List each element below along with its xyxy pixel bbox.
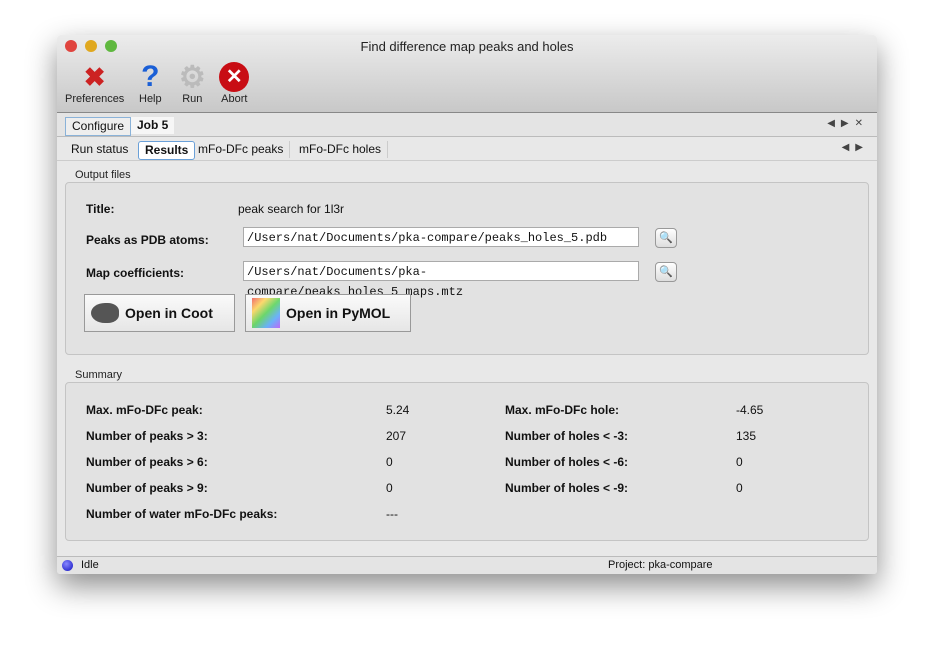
summary-left-value: 207: [386, 429, 407, 443]
minimize-button[interactable]: [85, 40, 97, 52]
summary-right-value: 0: [736, 455, 743, 469]
preferences-button[interactable]: ✖ Preferences: [65, 61, 125, 106]
status-indicator-icon: [62, 560, 73, 571]
summary-heading: Summary: [75, 369, 123, 381]
preferences-label: Preferences: [65, 93, 125, 105]
help-label: Help: [139, 93, 162, 105]
window-title: Find difference map peaks and holes: [360, 39, 574, 54]
pymol-icon: [252, 298, 280, 328]
abort-stop-icon: ✕: [218, 61, 250, 93]
summary-left-label: Number of water mFo-DFc peaks:: [86, 507, 278, 521]
map-path-field[interactable]: /Users/nat/Documents/pka-compare/peaks_h…: [243, 261, 639, 299]
title-bar: Find difference map peaks and holes ✖ Pre…: [57, 35, 877, 113]
summary-left-label: Number of peaks > 3:: [86, 429, 208, 443]
project-label: Project: pka-compare: [608, 559, 713, 571]
pdb-path-field[interactable]: /Users/nat/Documents/pka-compare/peaks_h…: [243, 227, 639, 247]
output-files-group: Title: peak search for 1l3r Peaks as PDB…: [65, 182, 869, 355]
map-browse-search-icon[interactable]: 🔍: [655, 262, 677, 282]
tab-configure[interactable]: Configure: [65, 117, 132, 136]
pymol-label: Open in PyMOL: [286, 305, 391, 321]
summary-right-label: Number of holes < -6:: [505, 455, 629, 469]
tab-run-status[interactable]: Run status: [71, 142, 129, 156]
run-button[interactable]: ⚙ Run: [176, 60, 208, 106]
job-tab-bar: Configure Job 5 ◀▶✕: [57, 113, 877, 137]
pdb-browse-search-icon[interactable]: 🔍: [655, 228, 677, 248]
help-button[interactable]: ? Help: [134, 60, 166, 105]
tab-results[interactable]: Results: [138, 141, 196, 160]
tab-job-5[interactable]: Job 5: [131, 117, 175, 134]
summary-left-value: ---: [386, 507, 398, 521]
close-button[interactable]: [65, 40, 77, 52]
summary-right-value: -4.65: [736, 403, 764, 417]
summary-right-value: 0: [736, 481, 743, 495]
summary-left-label: Number of peaks > 6:: [86, 455, 208, 469]
title-value: peak search for 1l3r: [238, 202, 345, 216]
preferences-tools-icon: ✖: [83, 61, 106, 92]
run-label: Run: [182, 93, 203, 105]
summary-right-value: 135: [736, 429, 757, 443]
summary-left-label: Max. mFo-DFc peak:: [86, 403, 203, 417]
coot-bird-icon: [91, 303, 119, 323]
open-in-pymol-button[interactable]: Open in PyMOL: [245, 294, 411, 332]
summary-right-label: Max. mFo-DFc hole:: [505, 403, 620, 417]
output-files-heading: Output files: [75, 169, 131, 181]
pdb-label: Peaks as PDB atoms:: [86, 233, 209, 247]
app-window: Find difference map peaks and holes ✖ Pre…: [57, 35, 877, 574]
summary-group: Max. mFo-DFc peak: 5.24 Number of peaks …: [65, 382, 869, 541]
summary-left-label: Number of peaks > 9:: [86, 481, 208, 495]
tab-holes[interactable]: mFo-DFc holes: [293, 141, 389, 158]
abort-label: Abort: [221, 93, 248, 105]
summary-right-label: Number of holes < -3:: [505, 429, 629, 443]
summary-left-value: 0: [386, 481, 393, 495]
status-bar: Idle Project: pka-compare: [57, 556, 877, 574]
zoom-button[interactable]: [105, 40, 117, 52]
summary-left-value: 0: [386, 455, 393, 469]
summary-right-label: Number of holes < -9:: [505, 481, 629, 495]
title-label: Title:: [86, 202, 115, 216]
subtab-scroll-controls[interactable]: ◀▶: [841, 142, 869, 153]
coot-label: Open in Coot: [125, 305, 213, 321]
tab-scroll-controls[interactable]: ◀▶✕: [827, 118, 869, 129]
abort-button[interactable]: ✕ Abort: [218, 61, 250, 105]
open-in-coot-button[interactable]: Open in Coot: [84, 294, 235, 332]
summary-left-value: 5.24: [386, 403, 410, 417]
help-question-icon: ?: [141, 60, 160, 93]
status-text: Idle: [81, 559, 99, 571]
tab-peaks[interactable]: mFo-DFc peaks: [192, 141, 291, 158]
gear-icon: ⚙: [178, 60, 206, 94]
results-subtab-bar: Run status Results mFo-DFc peaks mFo-DFc…: [57, 137, 877, 161]
map-label: Map coefficients:: [86, 266, 185, 280]
